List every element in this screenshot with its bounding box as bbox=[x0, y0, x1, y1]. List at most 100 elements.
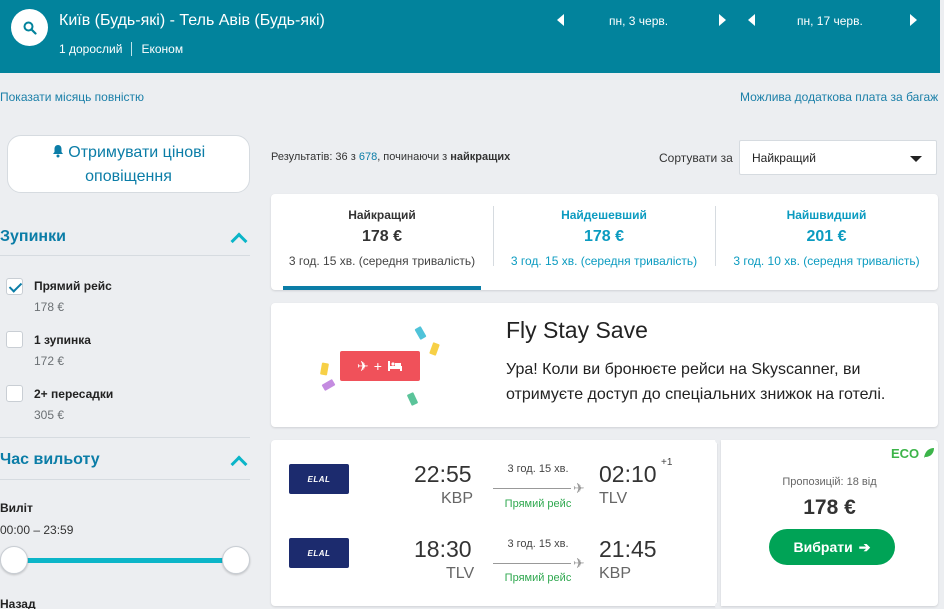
outbound-arrival-time: 02:10 bbox=[599, 461, 657, 487]
sort-value: Найкращий bbox=[752, 151, 816, 165]
stops-two-plus-checkbox[interactable] bbox=[6, 385, 23, 402]
prev-return-date-icon[interactable] bbox=[748, 14, 755, 26]
chevron-up-icon[interactable] bbox=[230, 232, 248, 250]
baggage-fee-link[interactable]: Можлива додаткова плата за багаж bbox=[740, 90, 939, 104]
day-offset: +1 bbox=[661, 457, 673, 468]
arrow-right-icon: ➔ bbox=[858, 538, 871, 555]
next-return-date-icon[interactable] bbox=[910, 14, 917, 26]
stops-direct-label: Прямий рейс bbox=[34, 279, 112, 293]
chevron-up-icon[interactable] bbox=[230, 455, 248, 473]
cabin-class: Економ bbox=[141, 42, 184, 56]
stops-filter-title[interactable]: Зупинки bbox=[0, 228, 66, 245]
ticket-notch bbox=[715, 602, 723, 609]
return-date[interactable]: пн, 17 черв. bbox=[797, 14, 863, 28]
sort-tabs: Найкращий 178 € 3 год. 15 хв. (середня т… bbox=[271, 194, 938, 290]
airline-logo: ELAL bbox=[289, 464, 349, 494]
results-count-prefix: Результатів: 36 з bbox=[271, 151, 359, 163]
airline-logo-text: ELAL bbox=[307, 474, 331, 484]
eco-badge: ECO bbox=[891, 446, 935, 461]
inbound-departure-time: 18:30 bbox=[414, 536, 472, 562]
offers-count: Пропозицій: 18 від bbox=[782, 476, 877, 488]
divider bbox=[131, 42, 133, 56]
flight-line bbox=[493, 488, 571, 489]
outbound-arrival-airport: TLV bbox=[599, 490, 628, 507]
divider bbox=[0, 255, 250, 256]
tab-fastest[interactable]: Найшвидший 201 € 3 год. 10 хв. (середня … bbox=[715, 194, 938, 290]
route-title[interactable]: Київ (Будь-які) - Тель Авів (Будь-які) bbox=[59, 12, 325, 29]
departure-time-filter-title[interactable]: Час вильоту bbox=[0, 451, 100, 468]
stops-one-label: 1 зупинка bbox=[34, 333, 91, 347]
results-count: Результатів: 36 з 678, починаючи з найкр… bbox=[271, 151, 510, 163]
sort-select[interactable]: Найкращий bbox=[739, 140, 937, 175]
outbound-stops: Прямий рейс bbox=[504, 498, 572, 510]
outbound-slider-track[interactable] bbox=[14, 558, 236, 563]
inbound-arrival-airport: KBP bbox=[599, 565, 632, 582]
stops-direct-checkbox[interactable] bbox=[6, 278, 23, 295]
tab-title: Найдешевший bbox=[561, 208, 647, 222]
tab-title: Найкращий bbox=[348, 208, 416, 222]
active-tab-indicator bbox=[283, 286, 481, 290]
chevron-down-icon bbox=[910, 156, 922, 162]
price-alerts-label-2: оповіщення bbox=[85, 168, 172, 185]
search-button[interactable] bbox=[11, 9, 48, 46]
tab-price: 201 € bbox=[806, 228, 847, 245]
divider bbox=[0, 437, 250, 438]
outbound-duration: 3 год. 15 хв. bbox=[507, 463, 569, 475]
confetti bbox=[429, 342, 440, 356]
ticket-notch bbox=[715, 436, 723, 444]
results-count-bold: найкращих bbox=[450, 151, 511, 163]
tab-price: 178 € bbox=[583, 228, 625, 245]
select-flight-button[interactable]: Вибрати ➔ bbox=[769, 529, 895, 565]
price-panel: ECO Пропозицій: 18 від 178 € Вибрати ➔ bbox=[721, 440, 938, 606]
tab-duration: 3 год. 15 хв. (середня тривалість) bbox=[510, 254, 698, 268]
stops-direct-price: 178 € bbox=[34, 300, 65, 314]
inbound-arrival-time: 21:45 bbox=[599, 536, 657, 562]
price-alerts-button[interactable]: Отримувати цінові оповіщення bbox=[7, 135, 250, 193]
promo-text: Ура! Коли ви бронюєте рейси на Skyscanne… bbox=[506, 361, 886, 403]
sort-label: Сортувати за bbox=[659, 151, 733, 165]
plane-icon: ✈ bbox=[357, 357, 369, 374]
search-icon bbox=[23, 21, 37, 35]
outbound-label: Виліт bbox=[0, 501, 33, 515]
inbound-departure-airport: TLV bbox=[446, 565, 475, 582]
next-depart-date-icon[interactable] bbox=[719, 14, 726, 26]
flight-result-card[interactable]: ELAL 22:55 KBP 3 год. 15 хв. ✈ Прямий ре… bbox=[271, 440, 717, 606]
passenger-summary[interactable]: 1 дорослий Економ bbox=[59, 42, 183, 56]
confetti bbox=[406, 392, 419, 406]
tab-duration: 3 год. 15 хв. (середня тривалість) bbox=[288, 254, 476, 268]
stops-two-plus-label: 2+ пересадки bbox=[34, 387, 114, 401]
airline-logo-text: ELAL bbox=[307, 548, 331, 558]
outbound-departure-time: 22:55 bbox=[414, 461, 472, 487]
eco-label: ECO bbox=[891, 446, 920, 461]
outbound-range: 00:00 – 23:59 bbox=[0, 523, 74, 537]
tab-price: 178 € bbox=[361, 228, 403, 245]
tab-best[interactable]: Найкращий 178 € 3 год. 15 хв. (середня т… bbox=[271, 194, 493, 290]
show-month-link[interactable]: Показати місяць повністю bbox=[0, 90, 145, 104]
fly-stay-save-promo[interactable]: ✈ + Fly Stay Save Ура! Коли ви бронюєте … bbox=[271, 303, 938, 427]
results-count-suffix: , починаючи з bbox=[377, 151, 451, 163]
results-total-link[interactable]: 678 bbox=[358, 151, 378, 163]
confetti bbox=[320, 362, 329, 376]
tab-cheapest[interactable]: Найдешевший 178 € 3 год. 15 хв. (середня… bbox=[493, 194, 715, 290]
plane-icon: ✈ bbox=[573, 480, 585, 496]
stops-one-price: 172 € bbox=[34, 354, 65, 368]
prev-depart-date-icon[interactable] bbox=[557, 14, 564, 26]
divider bbox=[715, 206, 716, 266]
depart-date[interactable]: пн, 3 черв. bbox=[609, 14, 669, 28]
plus-sign: + bbox=[373, 358, 382, 374]
plane-icon: ✈ bbox=[573, 555, 585, 571]
flight-price: 178 € bbox=[803, 496, 856, 519]
divider bbox=[0, 479, 250, 480]
passenger-count: 1 дорослий bbox=[59, 42, 123, 56]
outbound-departure-airport: KBP bbox=[441, 490, 474, 507]
flight-line bbox=[493, 563, 571, 564]
outbound-slider-min-handle[interactable] bbox=[0, 546, 28, 574]
outbound-slider-max-handle[interactable] bbox=[222, 546, 250, 574]
leaf-icon bbox=[923, 448, 934, 458]
inbound-duration: 3 год. 15 хв. bbox=[507, 538, 569, 550]
inbound-stops: Прямий рейс bbox=[504, 572, 572, 584]
stops-one-checkbox[interactable] bbox=[6, 331, 23, 348]
tab-title: Найшвидший bbox=[786, 208, 867, 222]
search-header: Київ (Будь-які) - Тель Авів (Будь-які) 1… bbox=[0, 0, 940, 73]
flight-hotel-badge: ✈ + bbox=[340, 351, 420, 381]
